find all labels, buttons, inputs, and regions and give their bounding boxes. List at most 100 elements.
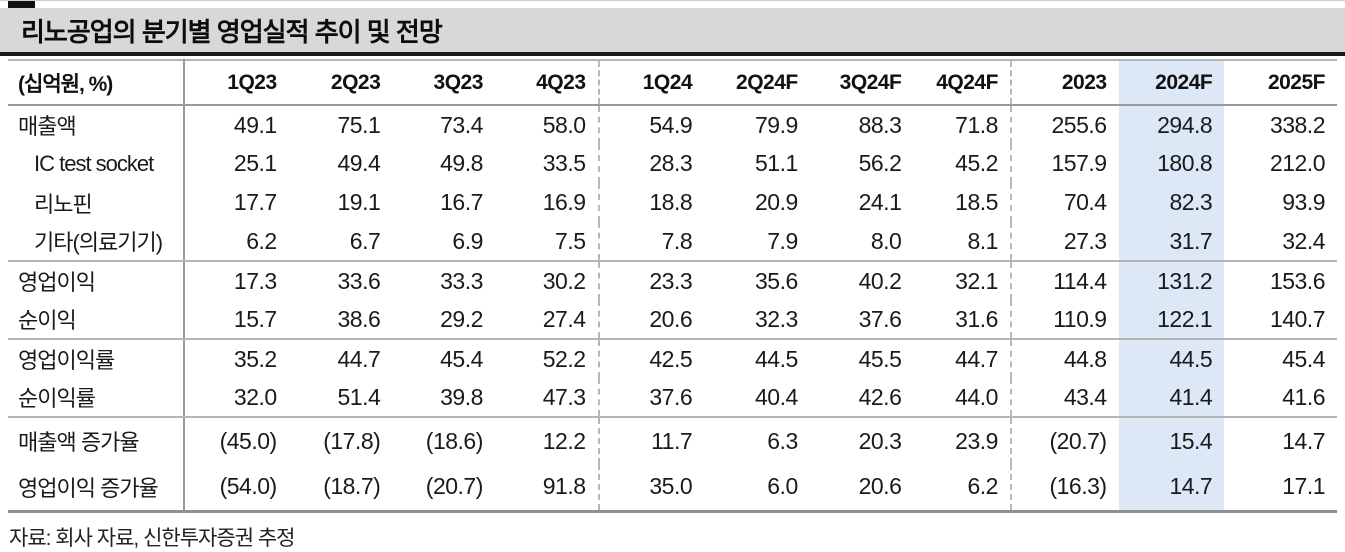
- value-cell: 47.3: [494, 378, 600, 418]
- value-cell: 18.8: [649, 189, 693, 215]
- value-cell: 180.8: [1118, 144, 1225, 183]
- column-header: 3Q23: [392, 59, 495, 106]
- value-cell: 20.6: [809, 464, 914, 513]
- value-cell: 42.5: [649, 345, 693, 372]
- value-cell: 20.9: [754, 189, 798, 215]
- value-cell: 114.4: [1053, 267, 1107, 294]
- value-cell: 212.0: [1269, 150, 1326, 176]
- value-cell: 45.4: [440, 345, 483, 372]
- value-cell: 40.4: [704, 378, 810, 418]
- value-cell: 32.4: [1224, 222, 1337, 262]
- value-cell: 8.0: [809, 222, 914, 262]
- value-cell: 157.9: [1051, 150, 1108, 176]
- value-cell: 30.2: [494, 261, 600, 300]
- row-label: IC test socket: [8, 144, 186, 183]
- page-edge-artifact: [8, 1, 35, 8]
- value-cell: 44.7: [913, 339, 1012, 378]
- value-cell: 28.3: [649, 150, 693, 176]
- value-cell: 51.4: [288, 378, 393, 418]
- value-cell: 54.9: [649, 111, 693, 138]
- value-cell: 15.4: [1118, 417, 1225, 464]
- value-cell: 49.8: [440, 150, 483, 176]
- value-cell: 32.3: [704, 300, 810, 340]
- value-cell: (18.6): [425, 427, 484, 454]
- value-cell: 294.8: [1118, 105, 1225, 144]
- value-cell: 6.0: [704, 464, 810, 513]
- value-cell: 38.6: [288, 300, 393, 340]
- value-cell: 35.6: [754, 267, 798, 294]
- table-title-bar: 리노공업의 분기별 영업실적 추이 및 전망: [0, 8, 1345, 52]
- value-cell: 131.2: [1118, 261, 1225, 300]
- table-row: 순이익 15.7 38.6 29.2 27.4 20.6 32.3 37.6 31.6 110.9…: [8, 300, 1337, 340]
- value-cell: 37.6: [598, 378, 705, 418]
- value-cell: 338.2: [1269, 111, 1326, 138]
- column-header: 2025F: [1224, 59, 1337, 106]
- value-cell: 44.5: [754, 345, 798, 372]
- value-cell: 82.3: [1118, 183, 1225, 222]
- value-cell: 44.8: [1063, 345, 1107, 372]
- value-cell: 23.9: [913, 417, 1012, 464]
- value-cell: 25.1: [233, 150, 277, 176]
- column-header: 2Q23: [288, 59, 393, 106]
- value-cell: 43.4: [1010, 378, 1119, 418]
- table-row: 리노핀 17.7 19.1 16.7 16.9 18.8 20.9 24.1 18.5 70.4 8…: [8, 183, 1337, 222]
- value-cell: (20.7): [392, 464, 495, 513]
- value-cell: 42.6: [809, 378, 914, 418]
- value-cell: 35.2: [233, 345, 277, 372]
- value-cell: 33.5: [494, 144, 600, 183]
- value-cell: (54.0): [184, 464, 289, 513]
- column-header: 2Q24F: [704, 59, 810, 106]
- value-cell: 17.7: [233, 189, 277, 215]
- value-cell: 52.2: [494, 339, 600, 378]
- value-cell: 40.2: [858, 267, 902, 294]
- column-header: 2023: [1010, 59, 1119, 106]
- value-cell: 44.5: [1118, 339, 1225, 378]
- value-cell: (20.7): [1049, 427, 1107, 454]
- value-cell: 140.7: [1224, 300, 1337, 340]
- value-cell: 39.8: [392, 378, 495, 418]
- value-cell: 24.1: [858, 189, 902, 215]
- column-header: 4Q23: [494, 59, 600, 106]
- header-row: (십억원, %) 1Q23 2Q23 3Q23 4Q23 1Q24 2Q24F 3Q24F 4…: [8, 59, 1337, 106]
- value-cell: 49.1: [233, 111, 277, 138]
- value-cell: 15.7: [184, 300, 289, 340]
- column-header: 1Q23: [184, 59, 289, 106]
- value-cell: 11.7: [651, 427, 693, 454]
- value-cell: 31.6: [913, 300, 1012, 340]
- value-cell: 44.0: [913, 378, 1012, 418]
- value-cell: 27.4: [494, 300, 600, 340]
- row-label: 영업이익: [8, 261, 186, 300]
- value-cell: 88.3: [858, 111, 902, 138]
- value-cell: 79.9: [754, 111, 798, 138]
- value-cell: 7.8: [598, 222, 705, 262]
- column-header: 1Q24: [598, 59, 705, 106]
- value-cell: 73.4: [440, 111, 483, 138]
- value-cell: 6.3: [767, 427, 798, 454]
- value-cell: 33.3: [440, 267, 483, 294]
- column-header: 3Q24F: [809, 59, 914, 106]
- value-cell: 12.2: [494, 417, 600, 464]
- table-row: IC test socket 25.1 49.4 49.8 33.5 28.3 51.1 56…: [8, 144, 1337, 183]
- row-label: 영업이익률: [8, 339, 186, 378]
- page-top-strip: [0, 0, 1345, 8]
- value-cell: 31.7: [1118, 222, 1225, 262]
- value-cell: 6.9: [392, 222, 495, 262]
- value-cell: 44.7: [337, 345, 381, 372]
- value-cell: 32.0: [184, 378, 289, 418]
- row-label: 매출액: [8, 105, 186, 144]
- table-row: 매출액 증가율 (45.0) (17.8) (18.6) 12.2 11.7 6.3 20.3…: [8, 417, 1337, 464]
- value-cell: 14.7: [1282, 427, 1325, 454]
- financial-table: (십억원, %) 1Q23 2Q23 3Q23 4Q23 1Q24 2Q24F 3Q24F 4…: [8, 59, 1337, 513]
- value-cell: (45.0): [219, 427, 278, 454]
- value-cell: 7.9: [704, 222, 810, 262]
- value-cell: 75.1: [337, 111, 381, 138]
- table-row: 매출액 49.1 75.1 73.4 58.0 54.9 79.9 88.3 71.8 255.6…: [8, 105, 1337, 144]
- value-cell: 20.3: [858, 427, 902, 454]
- value-cell: 20.6: [598, 300, 705, 340]
- value-cell: 6.2: [184, 222, 289, 262]
- value-cell: 45.4: [1282, 345, 1325, 372]
- value-cell: 45.2: [913, 144, 1012, 183]
- value-cell: 255.6: [1051, 111, 1108, 138]
- value-cell: 29.2: [392, 300, 495, 340]
- value-cell: (16.3): [1010, 464, 1119, 513]
